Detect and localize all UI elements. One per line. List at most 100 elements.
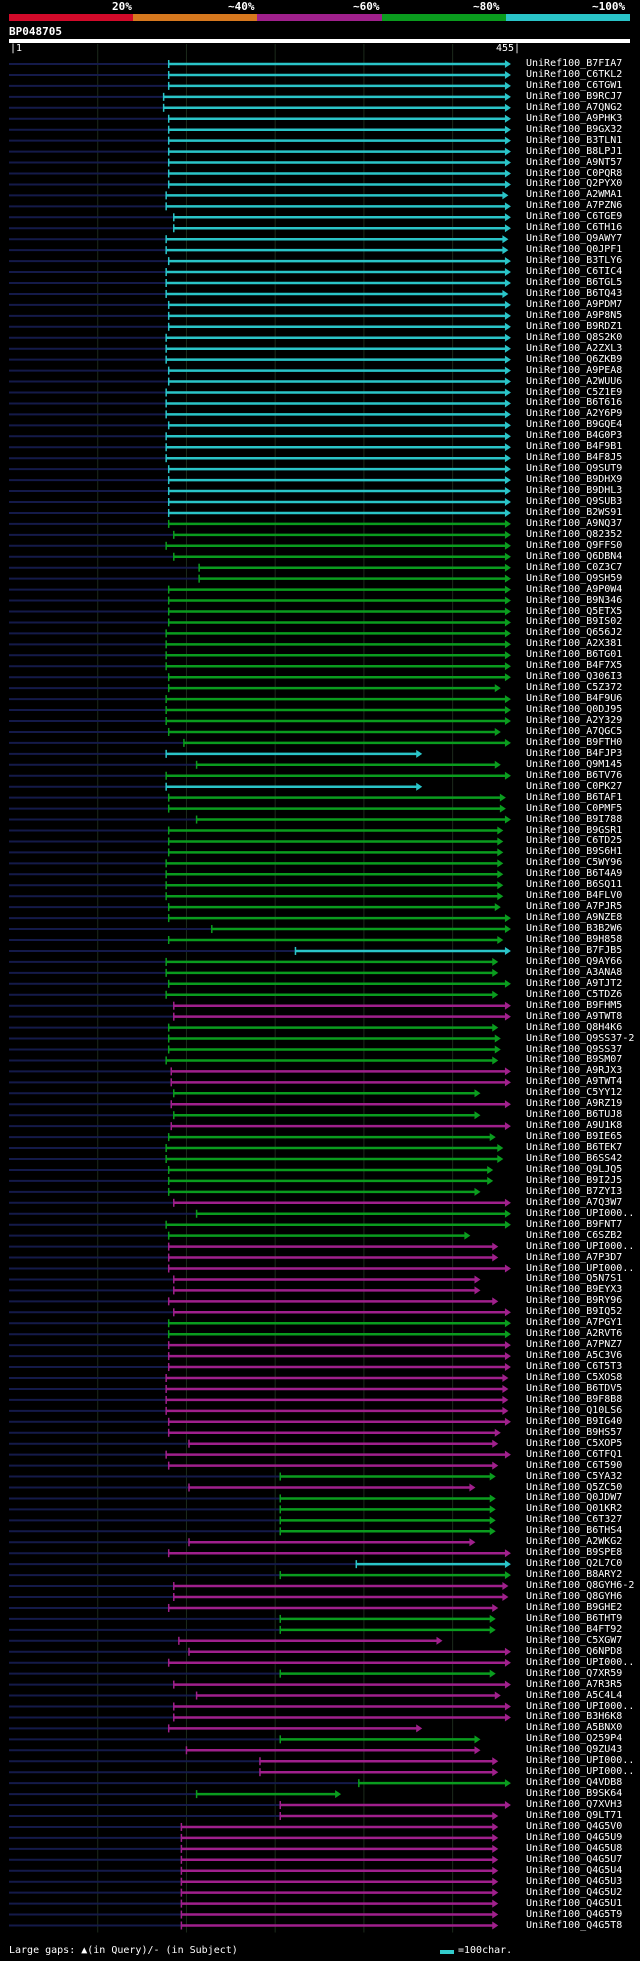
hit-label-link[interactable]: UniRef100_A9P0W4 (526, 583, 623, 595)
hit-label-link[interactable]: UniRef100_B9FTH0 (526, 736, 623, 748)
hit-label-link[interactable]: UniRef100_Q9SS37-2 (526, 1032, 635, 1044)
hit-label-link[interactable]: UniRef100_C6T590 (526, 1459, 623, 1471)
hit-label-link[interactable]: UniRef100_B9IS02 (526, 616, 623, 628)
hit-label-link[interactable]: UniRef100_C5YA32 (526, 1470, 623, 1482)
hit-label-link[interactable]: UniRef100_UPI000.. (526, 1766, 635, 1778)
hit-label-link[interactable]: UniRef100_C5YY12 (526, 1087, 623, 1099)
hit-label-link[interactable]: UniRef100_B6THT9 (526, 1612, 623, 1624)
hit-label-link[interactable]: UniRef100_B6TDV5 (526, 1382, 623, 1394)
hit-label-link[interactable]: UniRef100_Q6DBN4 (526, 550, 623, 562)
hit-label-link[interactable]: UniRef100_B9EYX3 (526, 1284, 623, 1296)
hit-label-link[interactable]: UniRef100_Q8GYH6 (526, 1591, 623, 1602)
hit-label-link[interactable]: UniRef100_B6SQ11 (526, 879, 623, 891)
hit-label-link[interactable]: UniRef100_A7PZN6 (526, 200, 623, 212)
hit-label-link[interactable]: UniRef100_A7QNG2 (526, 101, 623, 113)
hit-label-link[interactable]: UniRef100_Q9SH59 (526, 572, 623, 584)
hit-label-link[interactable]: UniRef100_Q82352 (526, 528, 623, 540)
hit-label-link[interactable]: UniRef100_C6TD25 (526, 835, 623, 847)
hit-label-link[interactable]: UniRef100_B9IQ52 (526, 1306, 623, 1318)
hit-label-link[interactable]: UniRef100_Q6ZKB9 (526, 353, 623, 365)
hit-label-link[interactable]: UniRef100_B6TEK7 (526, 1142, 623, 1154)
hit-label-link[interactable]: UniRef100_A2Y6P9 (526, 408, 623, 420)
hit-label-link[interactable]: UniRef100_Q259P4 (526, 1733, 623, 1745)
hit-label-link[interactable]: UniRef100_Q9M145 (526, 758, 623, 770)
hit-label-link[interactable]: UniRef100_A7QGC5 (526, 725, 623, 737)
hit-label-link[interactable]: UniRef100_A7Q3W7 (526, 1196, 623, 1208)
hit-label-link[interactable]: UniRef100_Q5ZC50 (526, 1481, 623, 1493)
hit-label-link[interactable]: UniRef100_Q4G5U9 (526, 1831, 623, 1843)
hit-label-link[interactable]: UniRef100_UPI000.. (526, 1240, 635, 1252)
hit-label-link[interactable]: UniRef100_A9PEA8 (526, 364, 623, 376)
hit-label-link[interactable]: UniRef100_Q306I3 (526, 671, 623, 683)
hit-label-link[interactable]: UniRef100_B3B2W6 (526, 923, 623, 935)
hit-label-link[interactable]: UniRef100_C6TKL2 (526, 68, 623, 80)
hit-label-link[interactable]: UniRef100_Q4G5U4 (526, 1864, 623, 1876)
hit-label-link[interactable]: UniRef100_B7FIA7 (526, 58, 623, 69)
hit-label-link[interactable]: UniRef100_A9PHK3 (526, 112, 623, 124)
hit-label-link[interactable]: UniRef100_C5Z372 (526, 682, 623, 694)
hit-label-link[interactable]: UniRef100_B9RCJ7 (526, 90, 623, 102)
hit-label-link[interactable]: UniRef100_Q8H4K6 (526, 1021, 623, 1033)
hit-label-link[interactable]: UniRef100_C0PK27 (526, 780, 623, 792)
hit-label-link[interactable]: UniRef100_B9IG40 (526, 1415, 623, 1427)
hit-label-link[interactable]: UniRef100_A2WUU6 (526, 375, 623, 387)
hit-label-link[interactable]: UniRef100_B9GX32 (526, 123, 623, 135)
hit-label-link[interactable]: UniRef100_A9PDM7 (526, 298, 623, 310)
hit-label-link[interactable]: UniRef100_Q4G5V0 (526, 1820, 623, 1832)
hit-label-link[interactable]: UniRef100_Q4G5T9 (526, 1908, 623, 1920)
hit-label-link[interactable]: UniRef100_A2Y329 (526, 715, 623, 726)
hit-label-link[interactable]: UniRef100_Q7XR59 (526, 1667, 623, 1679)
hit-label-link[interactable]: UniRef100_C5WY96 (526, 857, 623, 869)
hit-label-link[interactable]: UniRef100_Q9AWY7 (526, 233, 623, 245)
hit-label-link[interactable]: UniRef100_A3ANA8 (526, 966, 623, 978)
hit-label-link[interactable]: UniRef100_B9GQE4 (526, 419, 623, 431)
hit-label-link[interactable]: UniRef100_Q01KR2 (526, 1503, 623, 1515)
hit-label-link[interactable]: UniRef100_Q7XVH3 (526, 1799, 623, 1811)
hit-label-link[interactable]: UniRef100_A9TJT2 (526, 977, 623, 989)
hit-label-link[interactable]: UniRef100_B9RY96 (526, 1295, 623, 1307)
hit-label-link[interactable]: UniRef100_B6TQ43 (526, 287, 623, 299)
hit-label-link[interactable]: UniRef100_B9SK64 (526, 1788, 623, 1800)
hit-label-link[interactable]: UniRef100_B9GHE2 (526, 1601, 623, 1613)
hit-label-link[interactable]: UniRef100_Q5N7S1 (526, 1273, 623, 1285)
hit-label-link[interactable]: UniRef100_B6THS4 (526, 1525, 623, 1537)
hit-label-link[interactable]: UniRef100_B4FT92 (526, 1623, 623, 1635)
hit-label-link[interactable]: UniRef100_B4FJP3 (526, 747, 623, 759)
hit-label-link[interactable]: UniRef100_C6TFQ1 (526, 1448, 623, 1460)
hit-label-link[interactable]: UniRef100_B6TV76 (526, 769, 623, 781)
hit-label-link[interactable]: UniRef100_B4F7X5 (526, 660, 623, 672)
hit-label-link[interactable]: UniRef100_A7PGY1 (526, 1317, 623, 1329)
hit-label-link[interactable]: UniRef100_Q9LT71 (526, 1810, 623, 1821)
hit-label-link[interactable]: UniRef100_Q8GYH6-2 (526, 1580, 635, 1592)
hit-label-link[interactable]: UniRef100_B9HS57 (526, 1426, 623, 1438)
hit-label-link[interactable]: UniRef100_C6TIC4 (526, 266, 623, 278)
hit-label-link[interactable]: UniRef100_B6T4A9 (526, 868, 623, 880)
hit-label-link[interactable]: UniRef100_C5XOS8 (526, 1372, 623, 1383)
hit-label-link[interactable]: UniRef100_B4G0P3 (526, 430, 623, 442)
hit-label-link[interactable]: UniRef100_B9SPE8 (526, 1547, 623, 1559)
hit-label-link[interactable]: UniRef100_A5C3V6 (526, 1350, 623, 1362)
hit-label-link[interactable]: UniRef100_C5XOP5 (526, 1437, 623, 1449)
hit-label-link[interactable]: UniRef100_A9NQ37 (526, 517, 623, 529)
hit-label-link[interactable]: UniRef100_Q4G5U1 (526, 1897, 623, 1909)
hit-label-link[interactable]: UniRef100_Q9FFS0 (526, 539, 623, 551)
hit-label-link[interactable]: UniRef100_C6T5T3 (526, 1361, 623, 1373)
hit-label-link[interactable]: UniRef100_Q4G5T8 (526, 1919, 623, 1931)
hit-label-link[interactable]: UniRef100_A9RJX3 (526, 1065, 623, 1077)
hit-label-link[interactable]: UniRef100_C6SZB2 (526, 1229, 623, 1241)
hit-label-link[interactable]: UniRef100_B9N346 (526, 594, 623, 606)
hit-label-link[interactable]: UniRef100_B6T616 (526, 397, 623, 409)
hit-label-link[interactable]: UniRef100_C0PQR8 (526, 167, 623, 179)
hit-label-link[interactable]: UniRef100_C5XGW7 (526, 1634, 623, 1646)
hit-label-link[interactable]: UniRef100_B9GSR1 (526, 824, 623, 836)
hit-label-link[interactable]: UniRef100_B4FLV0 (526, 890, 623, 902)
hit-label-link[interactable]: UniRef100_A2WMA1 (526, 189, 623, 201)
hit-label-link[interactable]: UniRef100_Q0JDW7 (526, 1492, 623, 1504)
hit-label-link[interactable]: UniRef100_B7ZYI3 (526, 1185, 623, 1197)
hit-label-link[interactable]: UniRef100_Q9ZU43 (526, 1744, 623, 1756)
hit-label-link[interactable]: UniRef100_B4F9B1 (526, 441, 623, 453)
hit-label-link[interactable]: UniRef100_Q9AY66 (526, 955, 623, 967)
hit-label-link[interactable]: UniRef100_B3TLY6 (526, 255, 623, 267)
hit-label-link[interactable]: UniRef100_Q4G5U2 (526, 1886, 623, 1898)
hit-label-link[interactable]: UniRef100_C0Z3C7 (526, 561, 623, 573)
